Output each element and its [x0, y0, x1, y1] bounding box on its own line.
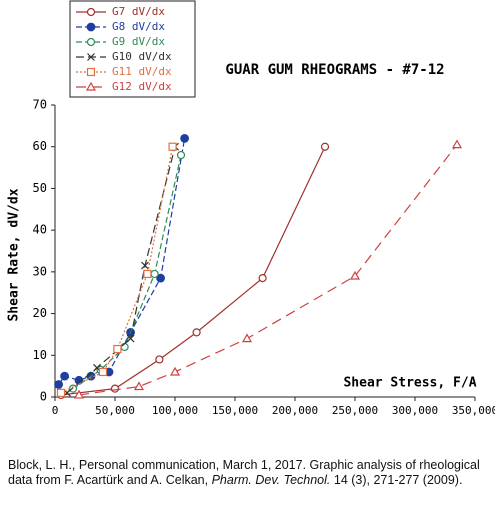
- data-point: [169, 366, 181, 376]
- x-tick-label: 0: [52, 404, 59, 417]
- chart-title: GUAR GUM RHEOGRAMS - #7-12: [225, 62, 444, 78]
- x-tick-label: 350,000: [452, 404, 495, 417]
- data-point: [451, 139, 463, 149]
- legend-box: [69, 0, 196, 98]
- data-point: [143, 269, 152, 279]
- caption: Block, L. H., Personal communication, Ma…: [8, 458, 486, 488]
- data-point: [141, 261, 149, 270]
- series-line: [72, 154, 182, 390]
- x-tick-label: 100,000: [152, 404, 198, 417]
- series-line: [66, 146, 176, 394]
- legend-label: G8 dV/dx: [112, 20, 165, 33]
- data-point: [73, 389, 85, 399]
- legend-marker: [87, 53, 95, 61]
- x-tick-label: 250,000: [332, 404, 378, 417]
- y-axis-label: Shear Rate, dV/dx: [7, 188, 22, 321]
- x-axis-label: Shear Stress, F/A: [343, 376, 476, 391]
- series-line: [60, 146, 326, 396]
- x-tick-label: 300,000: [392, 404, 438, 417]
- caption-text: Block, L. H., Personal communication, Ma…: [8, 458, 480, 487]
- data-point: [180, 133, 190, 143]
- data-point: [349, 270, 361, 280]
- x-tick-label: 200,000: [272, 404, 318, 417]
- y-tick-label: 60: [33, 139, 47, 153]
- data-point: [258, 274, 267, 283]
- data-point: [168, 142, 177, 151]
- y-tick-label: 50: [33, 181, 47, 195]
- data-point: [155, 355, 164, 364]
- y-tick-label: 70: [33, 98, 47, 112]
- chart: GUAR GUM RHEOGRAMS - #7-12 Shear Stress,…: [7, 0, 495, 417]
- legend-marker: [86, 67, 96, 77]
- legend-marker: [86, 7, 96, 17]
- legend-label: G10 dV/dx: [112, 50, 172, 63]
- data-point: [192, 328, 201, 337]
- data-point: [110, 384, 120, 393]
- legend-label: G11 dV/dx: [112, 65, 172, 78]
- data-point: [133, 381, 145, 391]
- data-point: [54, 380, 63, 389]
- y-tick-label: 30: [33, 264, 47, 278]
- caption-journal: Pharm. Dev. Technol.: [211, 473, 331, 487]
- legend-marker: [86, 37, 96, 47]
- data-point: [98, 367, 108, 377]
- legend-marker: [86, 22, 96, 32]
- y-tick-label: 0: [40, 390, 47, 404]
- data-point: [176, 150, 186, 160]
- x-tick-label: 50,000: [95, 404, 135, 417]
- legend-label: G12 dV/dx: [112, 80, 172, 93]
- data-point: [150, 269, 159, 279]
- legend-marker: [85, 81, 97, 91]
- y-tick-label: 20: [33, 306, 47, 320]
- data-point: [113, 344, 122, 354]
- y-tick-label: 10: [33, 348, 47, 362]
- series-line: [78, 144, 458, 396]
- data-point: [74, 375, 84, 385]
- legend-label: G7 dV/dx: [112, 5, 165, 18]
- legend-label: G9 dV/dx: [112, 35, 165, 48]
- data-point: [60, 371, 69, 381]
- data-point: [320, 142, 330, 151]
- data-point: [156, 273, 166, 283]
- x-tick-label: 150,000: [212, 404, 258, 417]
- caption-text: 14 (3), 271-277 (2009).: [330, 473, 463, 487]
- data-point: [126, 334, 135, 343]
- data-point: [241, 333, 253, 343]
- data-point: [56, 388, 66, 397]
- y-tick-label: 40: [33, 223, 47, 237]
